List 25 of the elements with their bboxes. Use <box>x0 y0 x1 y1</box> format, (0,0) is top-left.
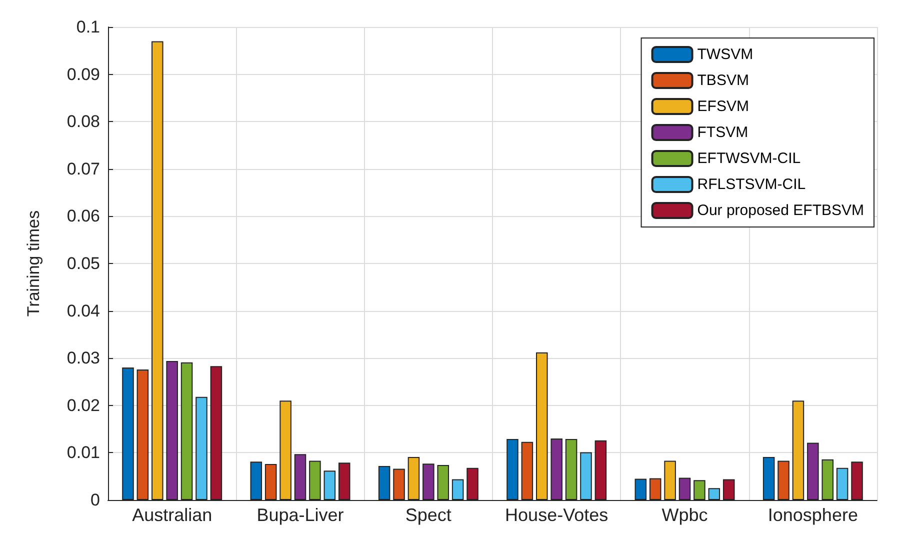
y-tick-label: 0.07 <box>66 159 100 178</box>
y-tick-label: 0.06 <box>66 206 100 226</box>
legend-label: RFLSTSVM-CIL <box>697 176 806 193</box>
legend-label: EFSVM <box>697 98 749 115</box>
x-tick-label: Wpbc <box>662 505 708 525</box>
y-tick-label: 0.01 <box>66 443 100 462</box>
y-tick-label: 0 <box>90 490 100 510</box>
x-tick-label: Bupa-Liver <box>256 505 344 525</box>
x-tick-label: Australian <box>132 505 212 525</box>
y-tick-label: 0.02 <box>66 396 100 415</box>
y-tick-label: 0.04 <box>66 301 100 320</box>
y-tick-label: 0.09 <box>66 64 100 84</box>
legend-label: TWSVM <box>697 46 754 63</box>
y-axis-title: Training times <box>24 210 43 317</box>
legend-label: FTSVM <box>697 124 748 141</box>
y-tick-label: 0.1 <box>76 18 100 36</box>
y-tick-label: 0.08 <box>66 112 100 132</box>
legend-label: Our proposed EFTBSVM <box>697 202 864 219</box>
x-tick-label: Ionosphere <box>768 505 858 525</box>
x-tick-label: House-Votes <box>505 505 608 525</box>
y-tick-label: 0.03 <box>66 348 100 368</box>
x-tick-label: Spect <box>405 505 452 525</box>
legend-label: TBSVM <box>697 72 749 89</box>
y-tick-label: 0.05 <box>66 254 100 273</box>
legend-label: EFTWSVM-CIL <box>697 150 801 167</box>
